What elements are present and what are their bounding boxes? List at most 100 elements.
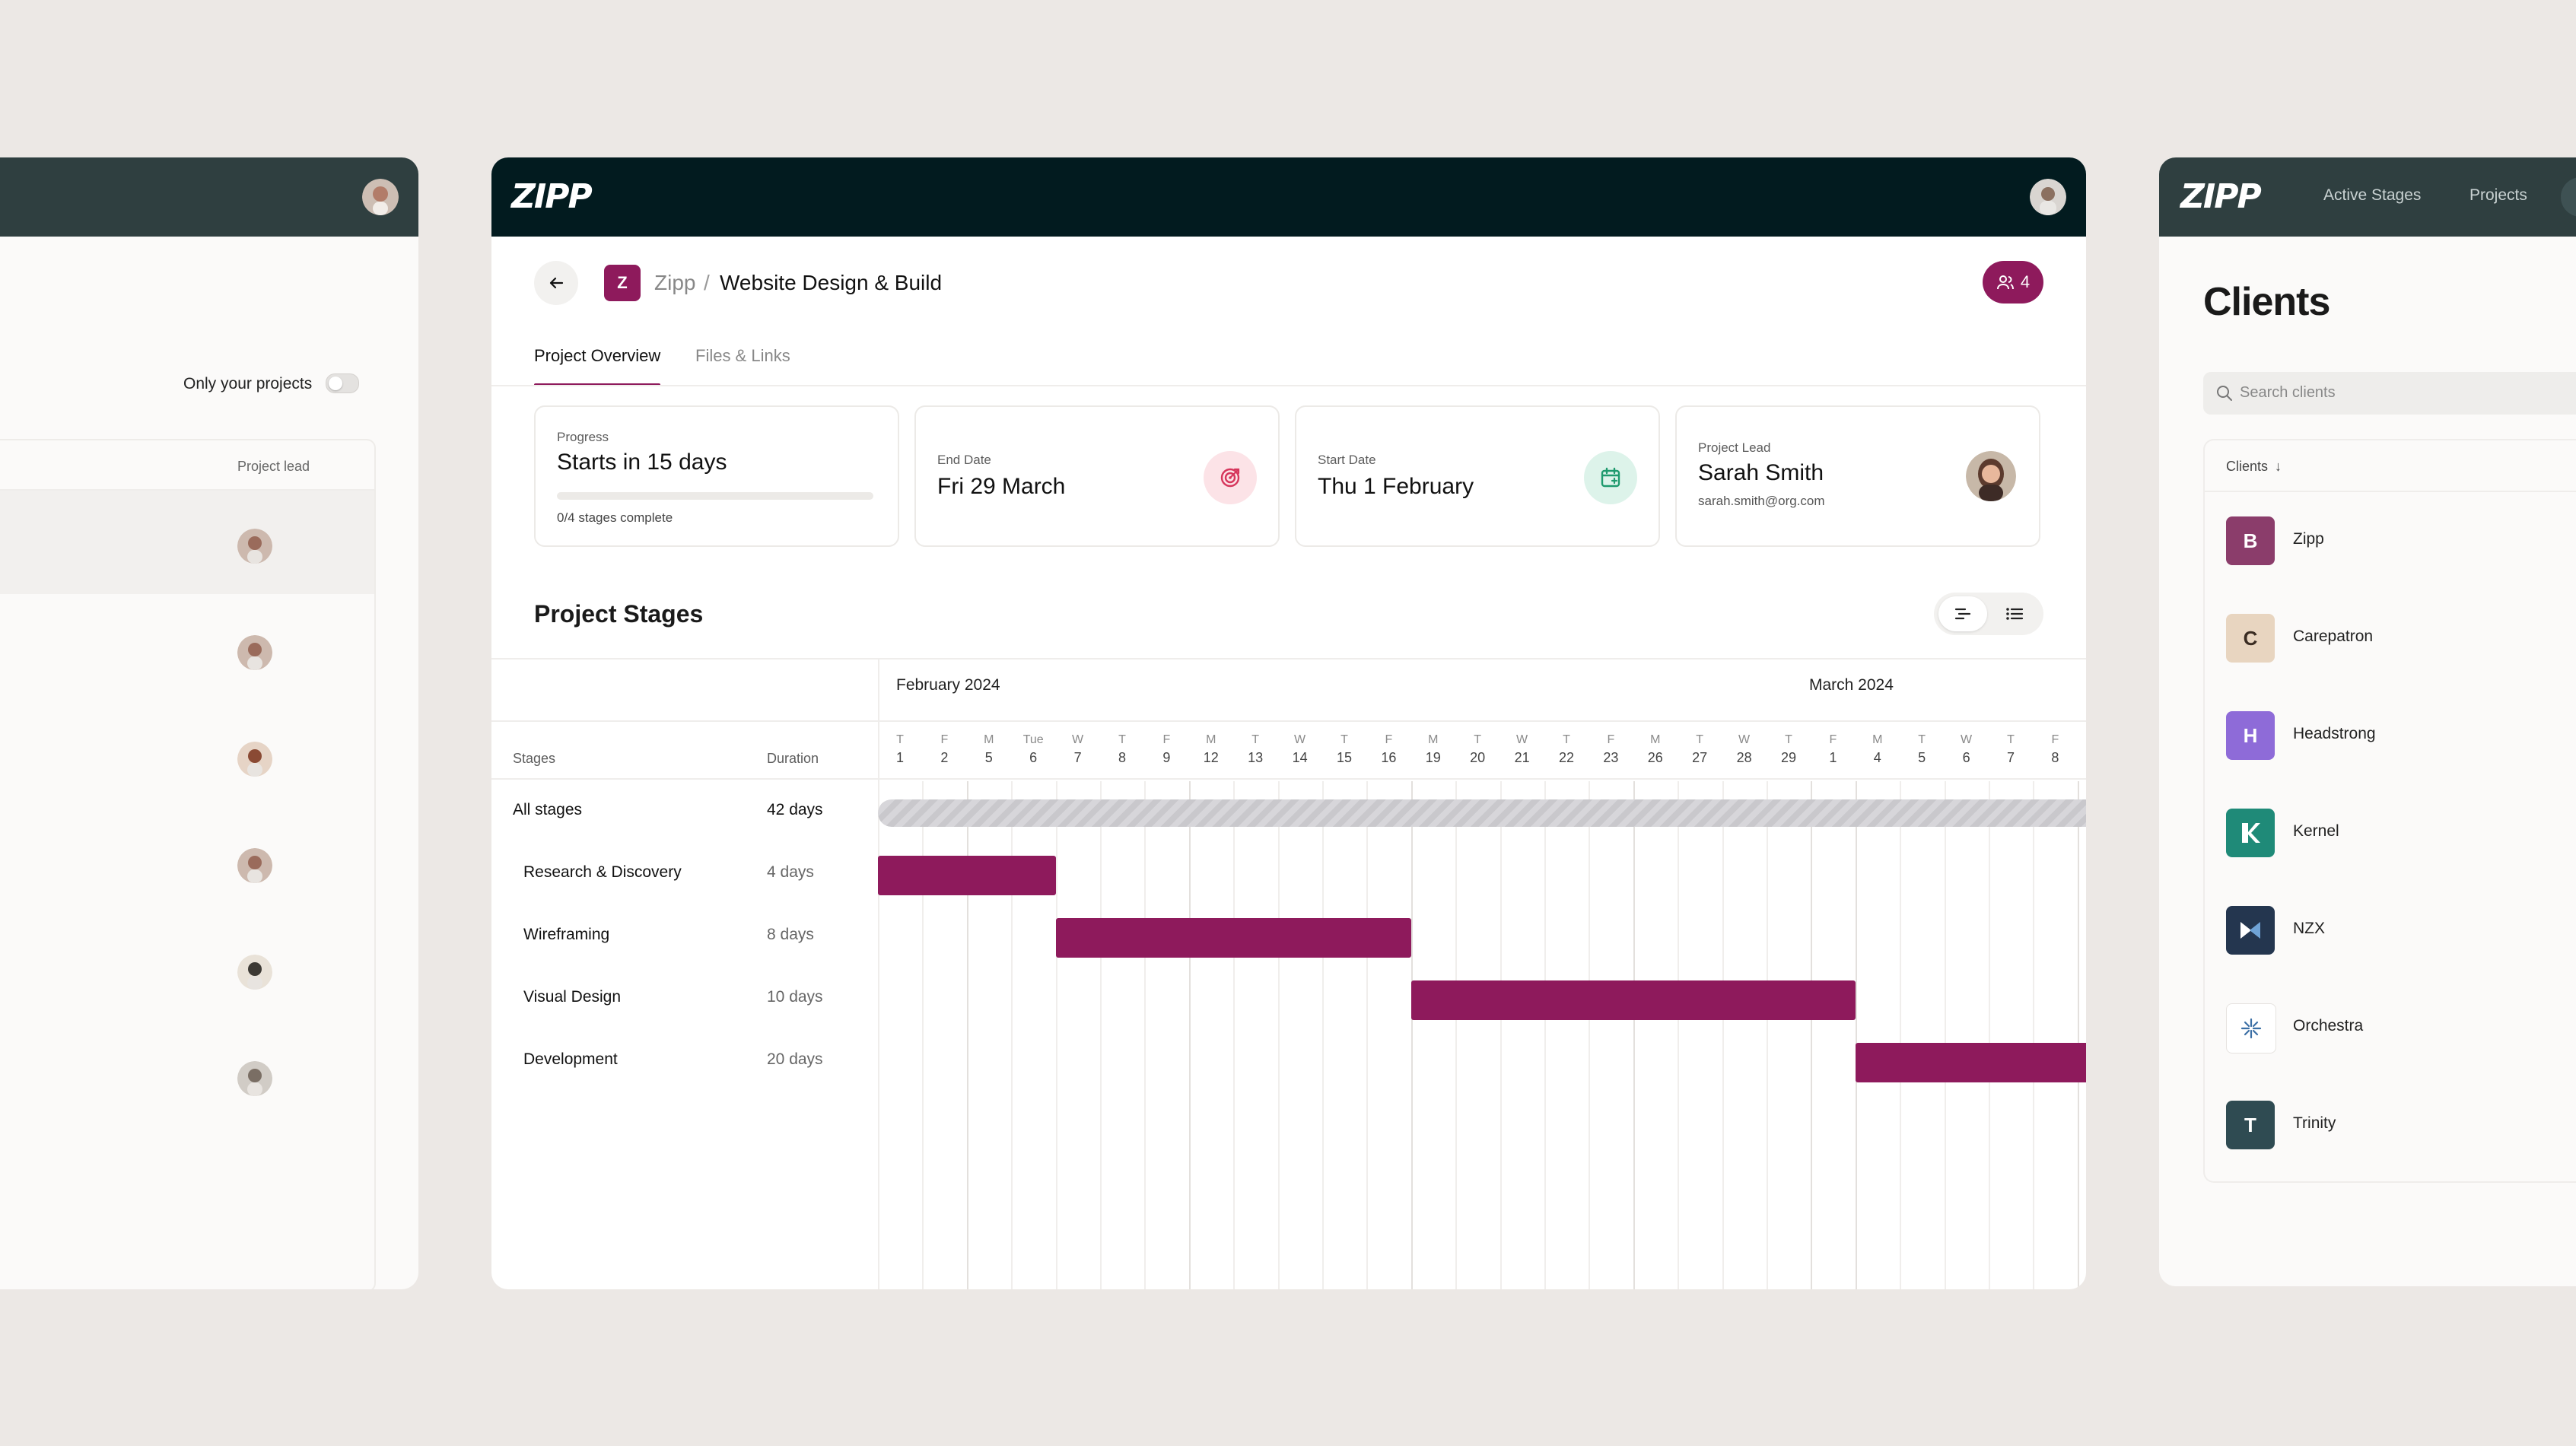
team-members-button[interactable]: 4 [1983, 261, 2043, 304]
date-label: 29 [1780, 750, 1797, 765]
client-row[interactable]: Kernel [2205, 784, 2576, 882]
client-row[interactable]: H Headstrong [2205, 687, 2576, 784]
client-logo-letter: C [2243, 626, 2258, 650]
weekday-label: W [1294, 733, 1306, 746]
timeline-view-button[interactable] [1938, 596, 1987, 631]
table-row-highlight[interactable] [0, 491, 374, 594]
left-topbar [0, 157, 418, 237]
project-lead-avatar [237, 1061, 272, 1096]
project-lead-avatar [237, 848, 272, 883]
back-button[interactable] [534, 261, 578, 305]
gantt-bar-all-stages[interactable] [878, 799, 2086, 827]
project-lead-label: Project Lead [1698, 440, 1771, 455]
grid-line [2033, 781, 2035, 1289]
client-logo-letter: B [2243, 529, 2258, 552]
date-label: 20 [1470, 750, 1486, 765]
user-avatar[interactable] [2030, 179, 2066, 215]
date-label: 26 [1647, 750, 1663, 765]
stage-name[interactable]: Research & Discovery [523, 863, 682, 881]
nav-more-button[interactable] [2561, 177, 2576, 217]
gantt-icon [1954, 608, 1971, 620]
weekday-label: T [1785, 733, 1792, 746]
weekday-label: M [1206, 733, 1216, 746]
client-name: Kernel [2293, 822, 2339, 840]
date-label: 14 [1292, 750, 1308, 765]
weekday-label: T [1696, 733, 1704, 746]
stages-complete: 0/4 stages complete [557, 510, 673, 525]
day-column-label: T 29 [1767, 733, 1811, 767]
gantt-bar-stage[interactable] [1410, 980, 1856, 1020]
client-row[interactable]: NZX [2205, 882, 2576, 979]
weekday-label: F [1162, 733, 1171, 746]
grid-line [1678, 781, 1680, 1289]
list-view-button[interactable] [1990, 596, 2039, 631]
breadcrumb-project: Website Design & Build [720, 271, 943, 294]
date-label: 5 [984, 750, 993, 765]
grid-line [1011, 781, 1013, 1289]
gantt-timeline: February 2024 March 2024 T 1 F 2 M 5 Tue 6 W 7 T 8 F… [878, 659, 2086, 1289]
stage-name-all[interactable]: All stages [513, 801, 583, 818]
date-label: 27 [1692, 750, 1708, 765]
grid-line [1544, 781, 1546, 1289]
date-label: 8 [2051, 750, 2059, 765]
client-name: Trinity [2293, 1114, 2336, 1132]
tab-files-links[interactable]: Files & Links [695, 346, 790, 365]
gantt-bar-stage[interactable] [1855, 1043, 2086, 1082]
grid-line [1455, 781, 1458, 1289]
gantt-bar-stage[interactable] [1055, 918, 1411, 958]
grid-line [1855, 781, 1857, 1289]
weekday-label: T [1118, 733, 1126, 746]
nav-projects[interactable]: Projects [2469, 186, 2527, 204]
project-lead-avatar [237, 955, 272, 990]
client-row[interactable]: T Trinity [2205, 1076, 2576, 1174]
grid-line [1410, 781, 1413, 1289]
breadcrumb-org[interactable]: Zipp [654, 271, 696, 294]
stage-name[interactable]: Visual Design [523, 988, 622, 1006]
date-label: 8 [1118, 750, 1126, 765]
grid-line [1989, 781, 1990, 1289]
gantt-bar-stage[interactable] [878, 856, 1056, 895]
month-label-mar: March 2024 [1809, 676, 1894, 694]
search-placeholder: Search clients [2240, 384, 2336, 401]
date-label: 12 [1203, 750, 1219, 765]
project-lead-card: Project Lead Sarah Smith sarah.smith@org… [1675, 405, 2040, 547]
project-lead-email[interactable]: sarah.smith@org.com [1698, 494, 1825, 508]
tab-project-overview[interactable]: Project Overview [534, 346, 661, 365]
target-icon [1204, 451, 1257, 504]
stage-name[interactable]: Wireframing [523, 926, 610, 943]
only-your-projects-toggle[interactable] [326, 373, 359, 393]
client-logo [2226, 809, 2275, 857]
weekday-label: F [1829, 733, 1837, 746]
client-row[interactable]: Orchestra [2205, 979, 2576, 1076]
progress-card: Progress Starts in 15 days 0/4 stages co… [534, 405, 899, 547]
grid-line [1589, 781, 1591, 1289]
stage-duration: 8 days [767, 926, 814, 943]
grid-line [1366, 781, 1369, 1289]
client-row[interactable]: C Carepatron [2205, 590, 2576, 687]
clients-sort-header[interactable]: Clients ↓ [2226, 459, 2282, 475]
client-name: Orchestra [2293, 1017, 2364, 1034]
zipp-logo[interactable]: ZIPP [2180, 177, 2262, 216]
left-projects-panel: Only your projects Project lead [0, 157, 418, 1289]
nav-active-stages[interactable]: Active Stages [2323, 186, 2422, 204]
grid-line [966, 781, 968, 1289]
start-date-label: Start Date [1318, 453, 1376, 467]
date-label: 5 [1918, 750, 1926, 765]
search-input[interactable]: Search clients [2203, 372, 2576, 415]
grid-line [1100, 781, 1102, 1289]
day-column-label: M 19 [1411, 733, 1455, 767]
only-your-projects-label: Only your projects [183, 375, 313, 392]
day-column-label: W 14 [1278, 733, 1322, 767]
grid-line [1767, 781, 1768, 1289]
client-row[interactable]: B Zipp [2205, 492, 2576, 590]
stage-name[interactable]: Development [523, 1050, 618, 1068]
user-avatar[interactable] [362, 179, 399, 215]
client-logo: B [2226, 516, 2275, 565]
zipp-logo[interactable]: ZIPP [511, 177, 593, 216]
progress-label: Progress [557, 430, 609, 444]
breadcrumb-separator: / [704, 271, 710, 294]
